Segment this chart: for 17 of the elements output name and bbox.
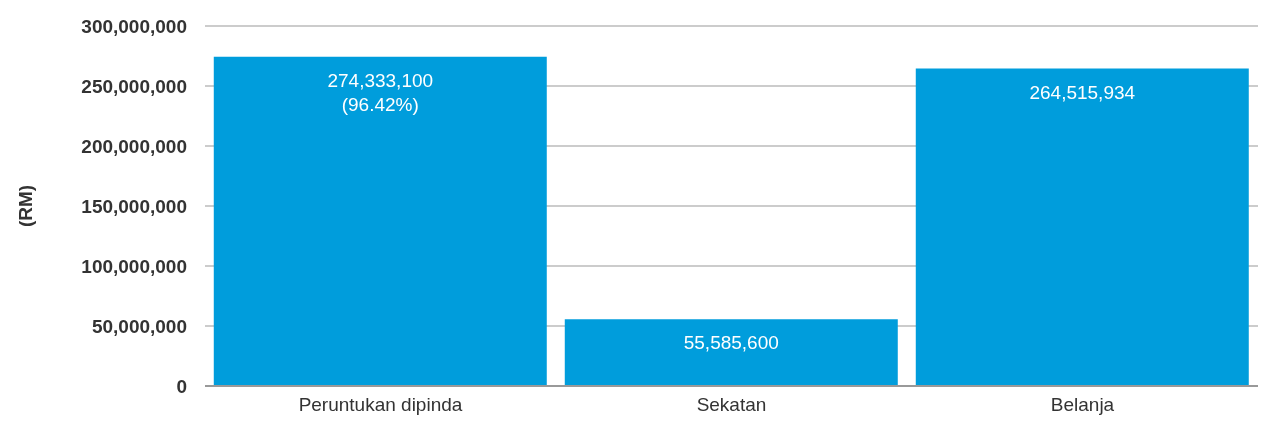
x-tick-label: Belanja <box>1050 394 1115 416</box>
y-tick-label: 300,000,000 <box>81 15 187 37</box>
y-tick-label: 50,000,000 <box>91 315 187 337</box>
y-tick-label: 200,000,000 <box>81 135 187 157</box>
y-tick-label: 0 <box>176 375 187 397</box>
y-tick-label: 100,000,000 <box>81 255 187 277</box>
data-label: 264,515,934 <box>1029 81 1136 103</box>
x-tick-label: Sekatan <box>696 394 767 416</box>
bar <box>564 319 898 386</box>
y-axis-title: (RM) <box>14 184 36 228</box>
bar <box>915 68 1249 386</box>
data-label: 274,333,100 (96.42%) <box>327 69 434 115</box>
x-tick-label: Peruntukan dipinda <box>298 394 463 416</box>
data-label: 55,585,600 <box>683 332 779 354</box>
y-tick-label: 150,000,000 <box>81 195 187 217</box>
y-tick-label: 250,000,000 <box>81 75 187 97</box>
bar <box>213 56 547 386</box>
